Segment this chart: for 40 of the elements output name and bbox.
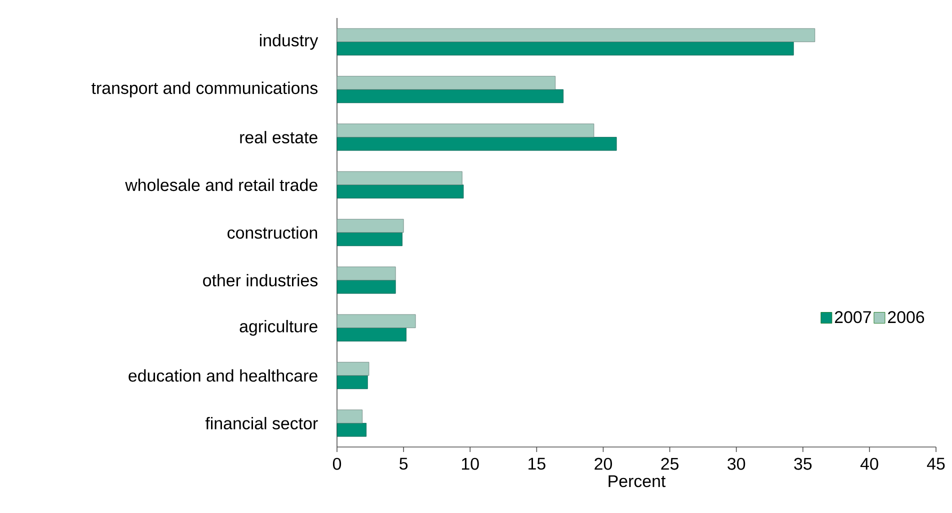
x-tick-label: 20	[594, 458, 612, 470]
x-tick-label: 10	[462, 458, 479, 470]
bar	[336, 124, 594, 138]
x-tick-label: 40	[860, 458, 878, 470]
y-tick-label: agriculture	[240, 320, 318, 336]
bar	[336, 410, 362, 424]
bar	[336, 171, 462, 186]
x-axis-title: Percent	[608, 475, 666, 488]
y-tick-label: real estate	[240, 130, 318, 144]
y-tick-label: construction	[228, 226, 318, 239]
bar	[336, 42, 794, 56]
bar	[336, 89, 564, 104]
legend-label: 2007	[834, 311, 871, 324]
x-tick-label: 35	[794, 458, 812, 470]
bar	[336, 184, 464, 198]
bar	[336, 28, 816, 42]
bar	[336, 76, 556, 90]
bar	[336, 280, 396, 294]
bar	[336, 328, 406, 342]
x-tick-label: 45	[926, 458, 945, 470]
x-tick-label: 5	[400, 458, 408, 470]
y-tick-label: education and healthcare	[128, 369, 318, 382]
bar	[336, 375, 368, 390]
bar	[336, 362, 370, 376]
x-tick-label: 15	[528, 458, 546, 470]
bar	[336, 232, 402, 246]
bar	[336, 136, 617, 151]
x-tick-label: 0	[332, 458, 342, 470]
y-tick-label: wholesale and retail trade	[125, 178, 318, 192]
bar	[336, 266, 396, 280]
bar	[336, 218, 404, 233]
x-tick-label: 30	[728, 458, 746, 470]
y-tick-label: transport and communications	[92, 82, 318, 98]
bar	[336, 314, 416, 328]
bar	[336, 422, 366, 437]
legend-label: 2006	[888, 311, 924, 324]
y-tick-label: other industries	[203, 274, 318, 286]
x-tick-label: 25	[661, 458, 678, 470]
y-tick-label: industry	[260, 34, 318, 50]
y-tick-label: financial sector	[205, 416, 318, 430]
